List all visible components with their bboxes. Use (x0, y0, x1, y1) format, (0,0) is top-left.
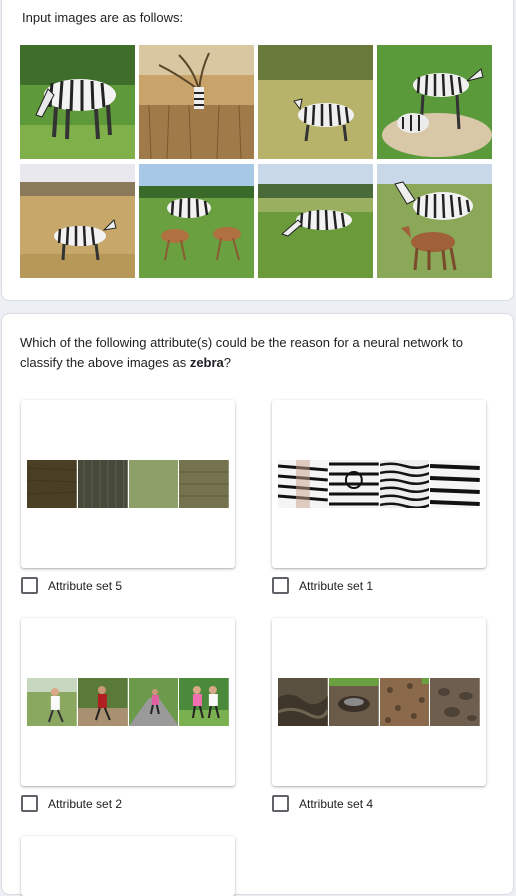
question-prefix: Which of the following attribute(s) coul… (20, 335, 463, 370)
texture-swatch (179, 678, 229, 726)
input-image-grid (20, 45, 492, 279)
texture-swatch (328, 678, 379, 726)
option-attribute-set-2[interactable]: Attribute set 2 (21, 795, 122, 812)
texture-swatch (379, 678, 430, 726)
option-attribute-set-4[interactable]: Attribute set 4 (272, 795, 373, 812)
attribute-set-5-label: Attribute set 5 (48, 578, 123, 593)
input-image-zebra-horse (377, 164, 492, 278)
texture-swatch (128, 460, 179, 508)
attribute-set-1-checkbox[interactable] (272, 577, 289, 594)
attribute-set-2-label: Attribute set 2 (48, 796, 123, 811)
question-suffix: ? (223, 355, 232, 370)
input-image-zebra-grassland (258, 164, 373, 278)
attribute-set-2-checkbox[interactable] (21, 795, 38, 812)
attribute-set-4-checkbox[interactable] (272, 795, 289, 812)
attribute-set-next-preview[interactable] (21, 836, 235, 896)
attribute-set-1-preview[interactable] (272, 400, 486, 568)
attribute-set-5-swatches (27, 460, 229, 508)
input-image-zebra-antelope (139, 164, 254, 278)
attribute-set-4-preview[interactable] (272, 618, 486, 786)
texture-swatch (379, 460, 430, 508)
input-image-zebra-grazing (20, 45, 135, 159)
input-image-zebra-field (258, 45, 373, 159)
attribute-set-4-swatches (278, 678, 480, 726)
intro-text: Input images are as follows: (22, 10, 184, 25)
option-attribute-set-5[interactable]: Attribute set 5 (21, 577, 122, 594)
attribute-set-1-label: Attribute set 1 (299, 578, 374, 593)
input-image-zebra-plain (20, 164, 135, 278)
texture-swatch (27, 678, 77, 726)
question-text: Which of the following attribute(s) coul… (20, 333, 490, 373)
texture-swatch (128, 678, 179, 726)
texture-swatch (278, 460, 328, 508)
question-class-name: zebra (189, 355, 224, 370)
attribute-set-4-label: Attribute set 4 (299, 796, 374, 811)
attribute-set-5-checkbox[interactable] (21, 577, 38, 594)
option-attribute-set-1[interactable]: Attribute set 1 (272, 577, 373, 594)
texture-swatch (27, 460, 77, 508)
texture-swatch (430, 460, 480, 508)
texture-swatch (77, 678, 128, 726)
texture-swatch (430, 678, 480, 726)
attribute-set-2-preview[interactable] (21, 618, 235, 786)
attribute-set-5-preview[interactable] (21, 400, 235, 568)
texture-swatch (328, 460, 379, 508)
attribute-set-2-swatches (27, 678, 229, 726)
texture-swatch (278, 678, 328, 726)
input-image-zebra-savanna (139, 45, 254, 159)
texture-swatch (179, 460, 229, 508)
attribute-set-1-swatches (278, 460, 480, 508)
texture-swatch (77, 460, 128, 508)
input-image-zebra-mother-foal (377, 45, 492, 159)
